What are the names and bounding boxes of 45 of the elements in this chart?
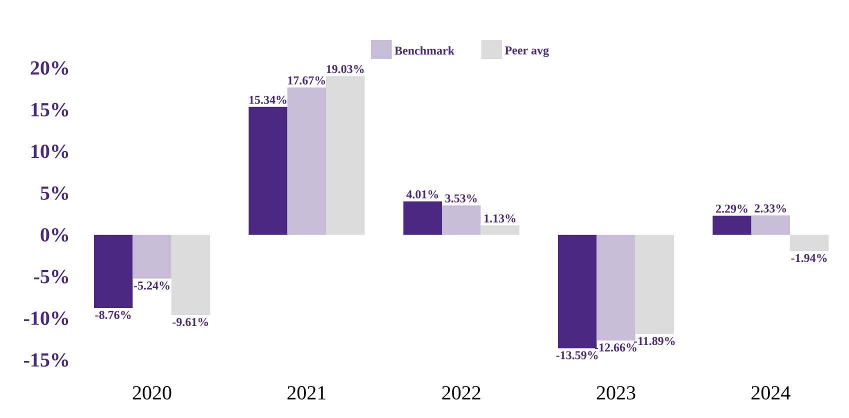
data-label: 3.53% [445, 194, 477, 202]
bar [596, 234, 636, 340]
bar [171, 234, 210, 316]
bar [132, 234, 172, 279]
data-label: 2.33% [754, 204, 786, 212]
bar [403, 201, 442, 235]
data-label: -12.66% [594, 343, 636, 352]
data-label: -9.61% [172, 318, 208, 326]
x-tick-label: 2020 [132, 386, 172, 400]
bar [326, 76, 365, 235]
x-tick-label: 2022 [442, 386, 480, 400]
y-tick-label: 15% [32, 102, 68, 117]
data-label: 1.13% [484, 214, 516, 222]
x-tick-label: 2021 [288, 386, 326, 400]
data-label: 2.29% [716, 204, 748, 213]
y-tick-label: -5% [34, 270, 68, 284]
bar [442, 205, 481, 235]
legend-label: Benchmark [394, 46, 454, 55]
bar [712, 216, 752, 235]
bar [751, 215, 790, 235]
bar [558, 234, 597, 348]
bar [790, 234, 829, 252]
data-label: 15.34% [249, 96, 286, 104]
y-tick-label: 20% [30, 61, 68, 75]
x-tick-label: 2023 [596, 386, 636, 400]
y-tick-label: -15% [24, 353, 68, 367]
data-label: 4.01% [406, 190, 438, 198]
data-label: -5.24% [134, 282, 170, 290]
y-tick-label: 0% [40, 228, 68, 242]
y-tick-label: 10% [32, 144, 68, 158]
data-label: -8.76% [95, 310, 131, 320]
data-label: -13.59% [556, 351, 598, 360]
y-tick-label: 5% [40, 186, 68, 200]
x-tick-label: 2024 [752, 386, 790, 400]
bar [248, 106, 288, 235]
data-label: 17.67% [288, 76, 326, 85]
bar [287, 87, 326, 235]
data-label: -11.89% [634, 336, 675, 346]
bar [94, 234, 133, 308]
data-label: -1.94% [791, 254, 827, 262]
bar [480, 225, 520, 235]
y-tick-label: -10% [24, 312, 68, 326]
data-label: 19.03% [326, 65, 364, 74]
legend-label: Peer avg [504, 46, 549, 57]
bar [635, 234, 674, 334]
